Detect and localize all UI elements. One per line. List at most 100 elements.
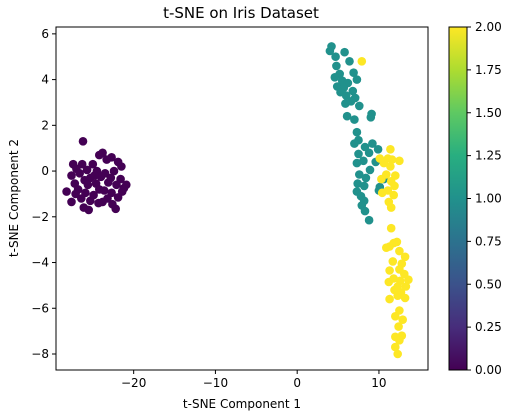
scatter-point — [388, 257, 398, 266]
colorbar-tick-label: 2.00 — [475, 20, 502, 34]
scatter-point — [346, 97, 356, 106]
scatter-point — [377, 188, 387, 198]
scatter-point — [389, 190, 399, 200]
colorbar-tick-label: 0.25 — [475, 320, 502, 334]
scatter-point — [354, 149, 363, 159]
scatter-point — [361, 173, 371, 183]
scatter-point — [355, 170, 364, 179]
colorbar-tick-label: 0.50 — [475, 277, 502, 291]
scatter-point — [400, 252, 410, 262]
colorbar — [448, 26, 468, 371]
scatter-point — [382, 243, 391, 252]
scatter-point — [360, 206, 370, 216]
y-tick-label: 2 — [41, 118, 49, 132]
colorbar-tick-label: 1.50 — [475, 106, 502, 120]
y-tick-label: 0 — [41, 164, 49, 178]
scatter-point — [395, 336, 404, 345]
scatter-point — [332, 61, 341, 71]
scatter-point — [368, 139, 377, 148]
scatter-point — [353, 179, 363, 188]
scatter-point — [355, 101, 364, 111]
scatter-point — [104, 178, 113, 187]
scatter-point — [386, 145, 395, 154]
scatter-point — [109, 166, 119, 176]
scatter-point — [390, 181, 399, 191]
scatter-point — [340, 47, 349, 57]
scatter-point — [341, 91, 351, 100]
y-tick-label: 6 — [41, 27, 49, 41]
x-tick-label: −20 — [121, 376, 146, 390]
scatter-point — [377, 174, 386, 184]
colorbar-tick-label: 1.00 — [475, 192, 502, 206]
x-tick-label: 10 — [371, 376, 386, 390]
chart-title: t-SNE on Iris Dataset — [163, 4, 319, 22]
scatter-point — [385, 266, 394, 275]
y-tick-label: 4 — [41, 73, 49, 87]
scatter-point — [364, 215, 374, 225]
scatter-point — [393, 291, 403, 301]
scatter-point — [111, 204, 120, 214]
scatter-point — [391, 342, 400, 352]
scatter-point — [401, 282, 411, 291]
y-tick-label: −4 — [31, 256, 49, 270]
scatter-point — [83, 180, 93, 190]
scatter-point — [62, 187, 71, 196]
scatter-points — [62, 42, 413, 359]
scatter-point — [352, 158, 362, 168]
x-axis: −20 −10 0 10 — [121, 370, 387, 390]
y-axis: −8 −6 −4 −2 0 2 4 6 — [31, 27, 56, 361]
scatter-point — [365, 165, 375, 175]
y-tick-label: −2 — [31, 210, 49, 224]
scatter-point — [84, 205, 93, 215]
scatter-point — [350, 115, 359, 124]
scatter-point — [345, 57, 354, 66]
scatter-point — [88, 159, 98, 169]
scatter-point — [98, 197, 107, 207]
scatter-point — [385, 294, 394, 304]
scatter-point — [364, 148, 374, 158]
scatter-point — [386, 203, 396, 212]
scatter-point — [384, 277, 394, 287]
scatter-point — [348, 86, 358, 96]
scatter-point — [400, 293, 410, 303]
scatter-point — [394, 322, 403, 331]
scatter-point — [113, 193, 123, 202]
scatter-point — [386, 162, 395, 171]
scatter-point — [404, 275, 413, 285]
scatter-point — [77, 159, 87, 169]
scatter-point — [386, 223, 396, 233]
scatter-point — [119, 183, 129, 193]
colorbar-ticks: 0.00 0.25 0.50 0.75 1.00 1.25 1.50 1.75 2.00 — [467, 20, 502, 377]
scatter-point — [75, 169, 84, 178]
scatter-point — [352, 127, 362, 137]
scatter-point — [342, 111, 352, 121]
scatter-point — [325, 46, 335, 56]
scatter-point — [366, 113, 376, 122]
scatter-point — [398, 315, 408, 325]
scatter-point — [391, 312, 400, 321]
scatter-point — [349, 68, 358, 77]
scatter-point — [379, 158, 389, 168]
y-tick-label: −8 — [31, 347, 49, 361]
scatter-point — [96, 172, 106, 182]
colorbar-tick-label: 0.75 — [475, 234, 502, 248]
scatter-point — [90, 171, 99, 180]
scatter-point — [331, 52, 340, 61]
scatter-point — [67, 197, 76, 207]
scatter-point — [78, 137, 88, 146]
scatter-point — [395, 246, 404, 256]
scatter-point — [389, 238, 399, 248]
y-axis-label: t-SNE Component 2 — [7, 139, 21, 257]
scatter-point — [82, 165, 92, 175]
scatter-point — [86, 196, 95, 206]
scatter-point — [99, 186, 109, 195]
scatter-point — [395, 156, 404, 166]
scatter-point — [117, 162, 126, 171]
scatter-point — [67, 171, 76, 180]
scatter-point — [77, 194, 86, 203]
scatter-point — [359, 181, 369, 191]
scatter-point — [102, 155, 111, 164]
colorbar-tick-label: 0.00 — [475, 363, 502, 377]
x-axis-label: t-SNE Component 1 — [183, 397, 301, 411]
